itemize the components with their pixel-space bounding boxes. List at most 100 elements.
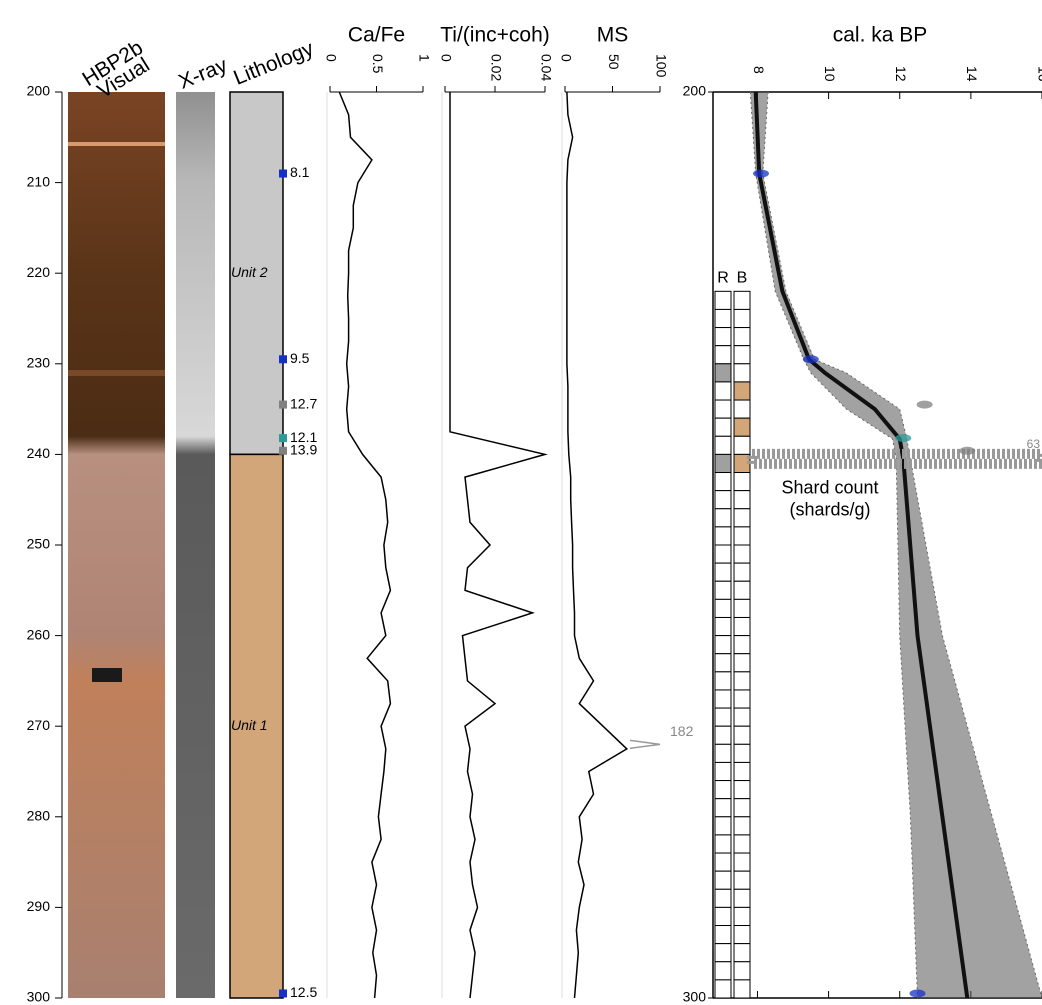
depth-tick-label: 280 [27, 808, 51, 824]
sample-box [714, 345, 732, 365]
sample-box [733, 761, 751, 782]
sample-box [714, 816, 732, 836]
lithology-unit [229, 453, 284, 999]
date-distribution [753, 169, 770, 178]
sample-box [733, 635, 751, 655]
data-curve [566, 91, 629, 999]
sample-box [733, 526, 751, 546]
date-label: 12.7 [290, 395, 317, 411]
unit-label: Unit 2 [231, 264, 268, 280]
panel-title: Ti/(inc+coh) [440, 24, 550, 47]
sample-box [733, 671, 751, 691]
sample-box [733, 562, 751, 582]
y-tick-label: 200 [683, 83, 707, 99]
sample-box [714, 671, 732, 691]
date-marker [279, 989, 287, 998]
date-label: 12.5 [290, 984, 317, 1000]
sample-box [714, 906, 732, 927]
sample-box [714, 526, 732, 546]
lithology-header: Lithology [230, 37, 317, 90]
sample-box [714, 490, 732, 510]
sample-box [714, 508, 732, 528]
sample-box [733, 381, 751, 401]
x-tick-label: 0.02 [488, 54, 504, 81]
sample-box [733, 707, 751, 727]
sample-box [714, 925, 732, 945]
sample-box [714, 707, 732, 727]
shard-count-value: 63 [1027, 437, 1041, 451]
sample-box [714, 852, 732, 872]
sample-box [714, 780, 732, 800]
x-tick-label: 0.5 [370, 54, 386, 74]
sample-box [733, 798, 751, 818]
sample-box [733, 327, 751, 347]
sample-box [733, 689, 751, 709]
depth-tick-label: 250 [27, 536, 51, 552]
core-band [68, 142, 165, 146]
depth-tick-label: 200 [27, 83, 51, 99]
sample-box [733, 906, 751, 927]
sample-box [733, 417, 751, 437]
sample-box [714, 363, 732, 383]
sample-box [714, 327, 732, 347]
x-tick-label: 14 [964, 66, 980, 82]
sample-box [733, 780, 751, 800]
unit-label: Unit 1 [231, 717, 268, 733]
panel-title: cal. ka BP [833, 24, 928, 47]
sample-box [714, 798, 732, 818]
sample-box [733, 653, 751, 673]
sample-box [733, 979, 751, 999]
date-marker [279, 355, 287, 364]
sample-box [714, 870, 732, 890]
median-line [753, 91, 970, 999]
annotation-label: 182 [670, 723, 694, 739]
range-line [762, 91, 1042, 999]
x-tick-label: 100 [653, 54, 669, 78]
sample-box [733, 290, 751, 310]
date-label: 9.5 [290, 350, 310, 366]
lithology-unit [229, 91, 284, 456]
date-marker [279, 434, 287, 443]
sample-box [733, 870, 751, 890]
depth-tick-label: 240 [27, 445, 51, 461]
sample-box [714, 544, 732, 564]
core-band [68, 370, 165, 376]
sample-box [733, 943, 751, 963]
sample-box [714, 580, 732, 600]
sample-box [714, 834, 732, 854]
date-distribution [916, 400, 933, 409]
sample-box [733, 816, 751, 836]
sample-column-label: B [737, 270, 748, 287]
x-tick-label: 10 [822, 66, 838, 82]
sample-box [733, 508, 751, 528]
sample-box [733, 961, 751, 981]
depth-tick-label: 260 [27, 626, 51, 642]
sample-box [733, 598, 751, 618]
sample-box [714, 435, 732, 455]
x-tick-label: 16 [1035, 66, 1042, 82]
offscale-arrow [629, 739, 661, 750]
sample-box [714, 888, 732, 908]
sample-column-label: R [717, 270, 729, 287]
sample-box [733, 435, 751, 455]
shard-count-label: (shards/g) [789, 500, 870, 520]
depth-tick-label: 270 [27, 717, 51, 733]
date-distribution [895, 434, 912, 443]
sample-box [733, 580, 751, 600]
sample-box [714, 562, 732, 582]
shard-count-bar [747, 448, 1042, 469]
sample-box [733, 925, 751, 945]
range-line [749, 91, 918, 999]
uncertainty-band [750, 92, 1042, 998]
sample-box [714, 417, 732, 437]
core-images [68, 92, 215, 998]
x-tick-label: 8 [751, 66, 767, 74]
sample-box [714, 743, 732, 763]
xray-core-image [176, 92, 215, 998]
sample-box [714, 308, 732, 329]
sample-box [714, 943, 732, 963]
sample-box [714, 381, 732, 401]
sample-box [714, 689, 732, 709]
depth-tick-label: 220 [27, 264, 51, 280]
